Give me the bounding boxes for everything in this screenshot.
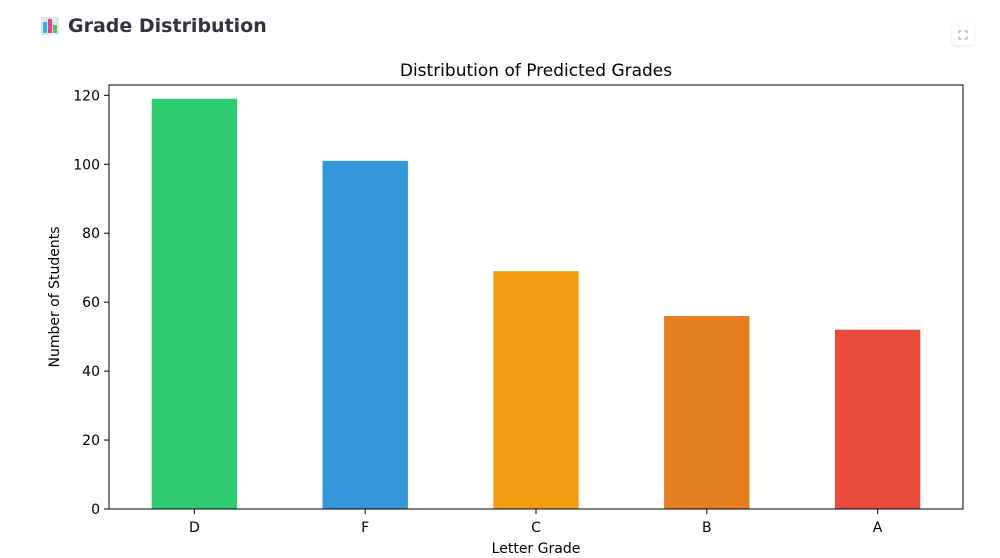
x-tick-label: F xyxy=(361,520,369,536)
fullscreen-icon xyxy=(958,25,968,44)
y-tick-label: 20 xyxy=(82,433,100,449)
y-axis-label: Number of Students xyxy=(47,226,63,367)
x-tick-label: B xyxy=(702,520,712,536)
y-tick-label: 100 xyxy=(73,157,100,173)
fullscreen-button[interactable] xyxy=(952,23,974,45)
y-tick-label: 40 xyxy=(82,364,100,380)
chart-title: Distribution of Predicted Grades xyxy=(400,61,672,81)
y-ticks-group: 0 20 40 60 80 100 120 xyxy=(73,88,109,518)
plot-frame xyxy=(108,84,964,510)
bar-b xyxy=(664,315,750,509)
page-title: Grade Distribution xyxy=(68,15,267,37)
y-tick-label: 0 xyxy=(91,502,100,518)
y-tick-label: 120 xyxy=(73,88,100,104)
bar-f xyxy=(322,160,408,509)
x-tick-label: C xyxy=(531,520,541,536)
page-header: Grade Distribution xyxy=(40,12,267,40)
y-tick-label: 60 xyxy=(82,295,100,311)
bar-a xyxy=(834,329,921,509)
bar-c xyxy=(493,271,579,509)
bar-d xyxy=(151,98,238,509)
x-tick-label: A xyxy=(873,520,883,536)
bar-chart-icon xyxy=(40,16,60,36)
bars-group xyxy=(151,98,921,509)
y-tick-label: 80 xyxy=(82,226,100,242)
x-axis-label: Letter Grade xyxy=(492,541,581,557)
x-tick-label: D xyxy=(189,520,200,536)
